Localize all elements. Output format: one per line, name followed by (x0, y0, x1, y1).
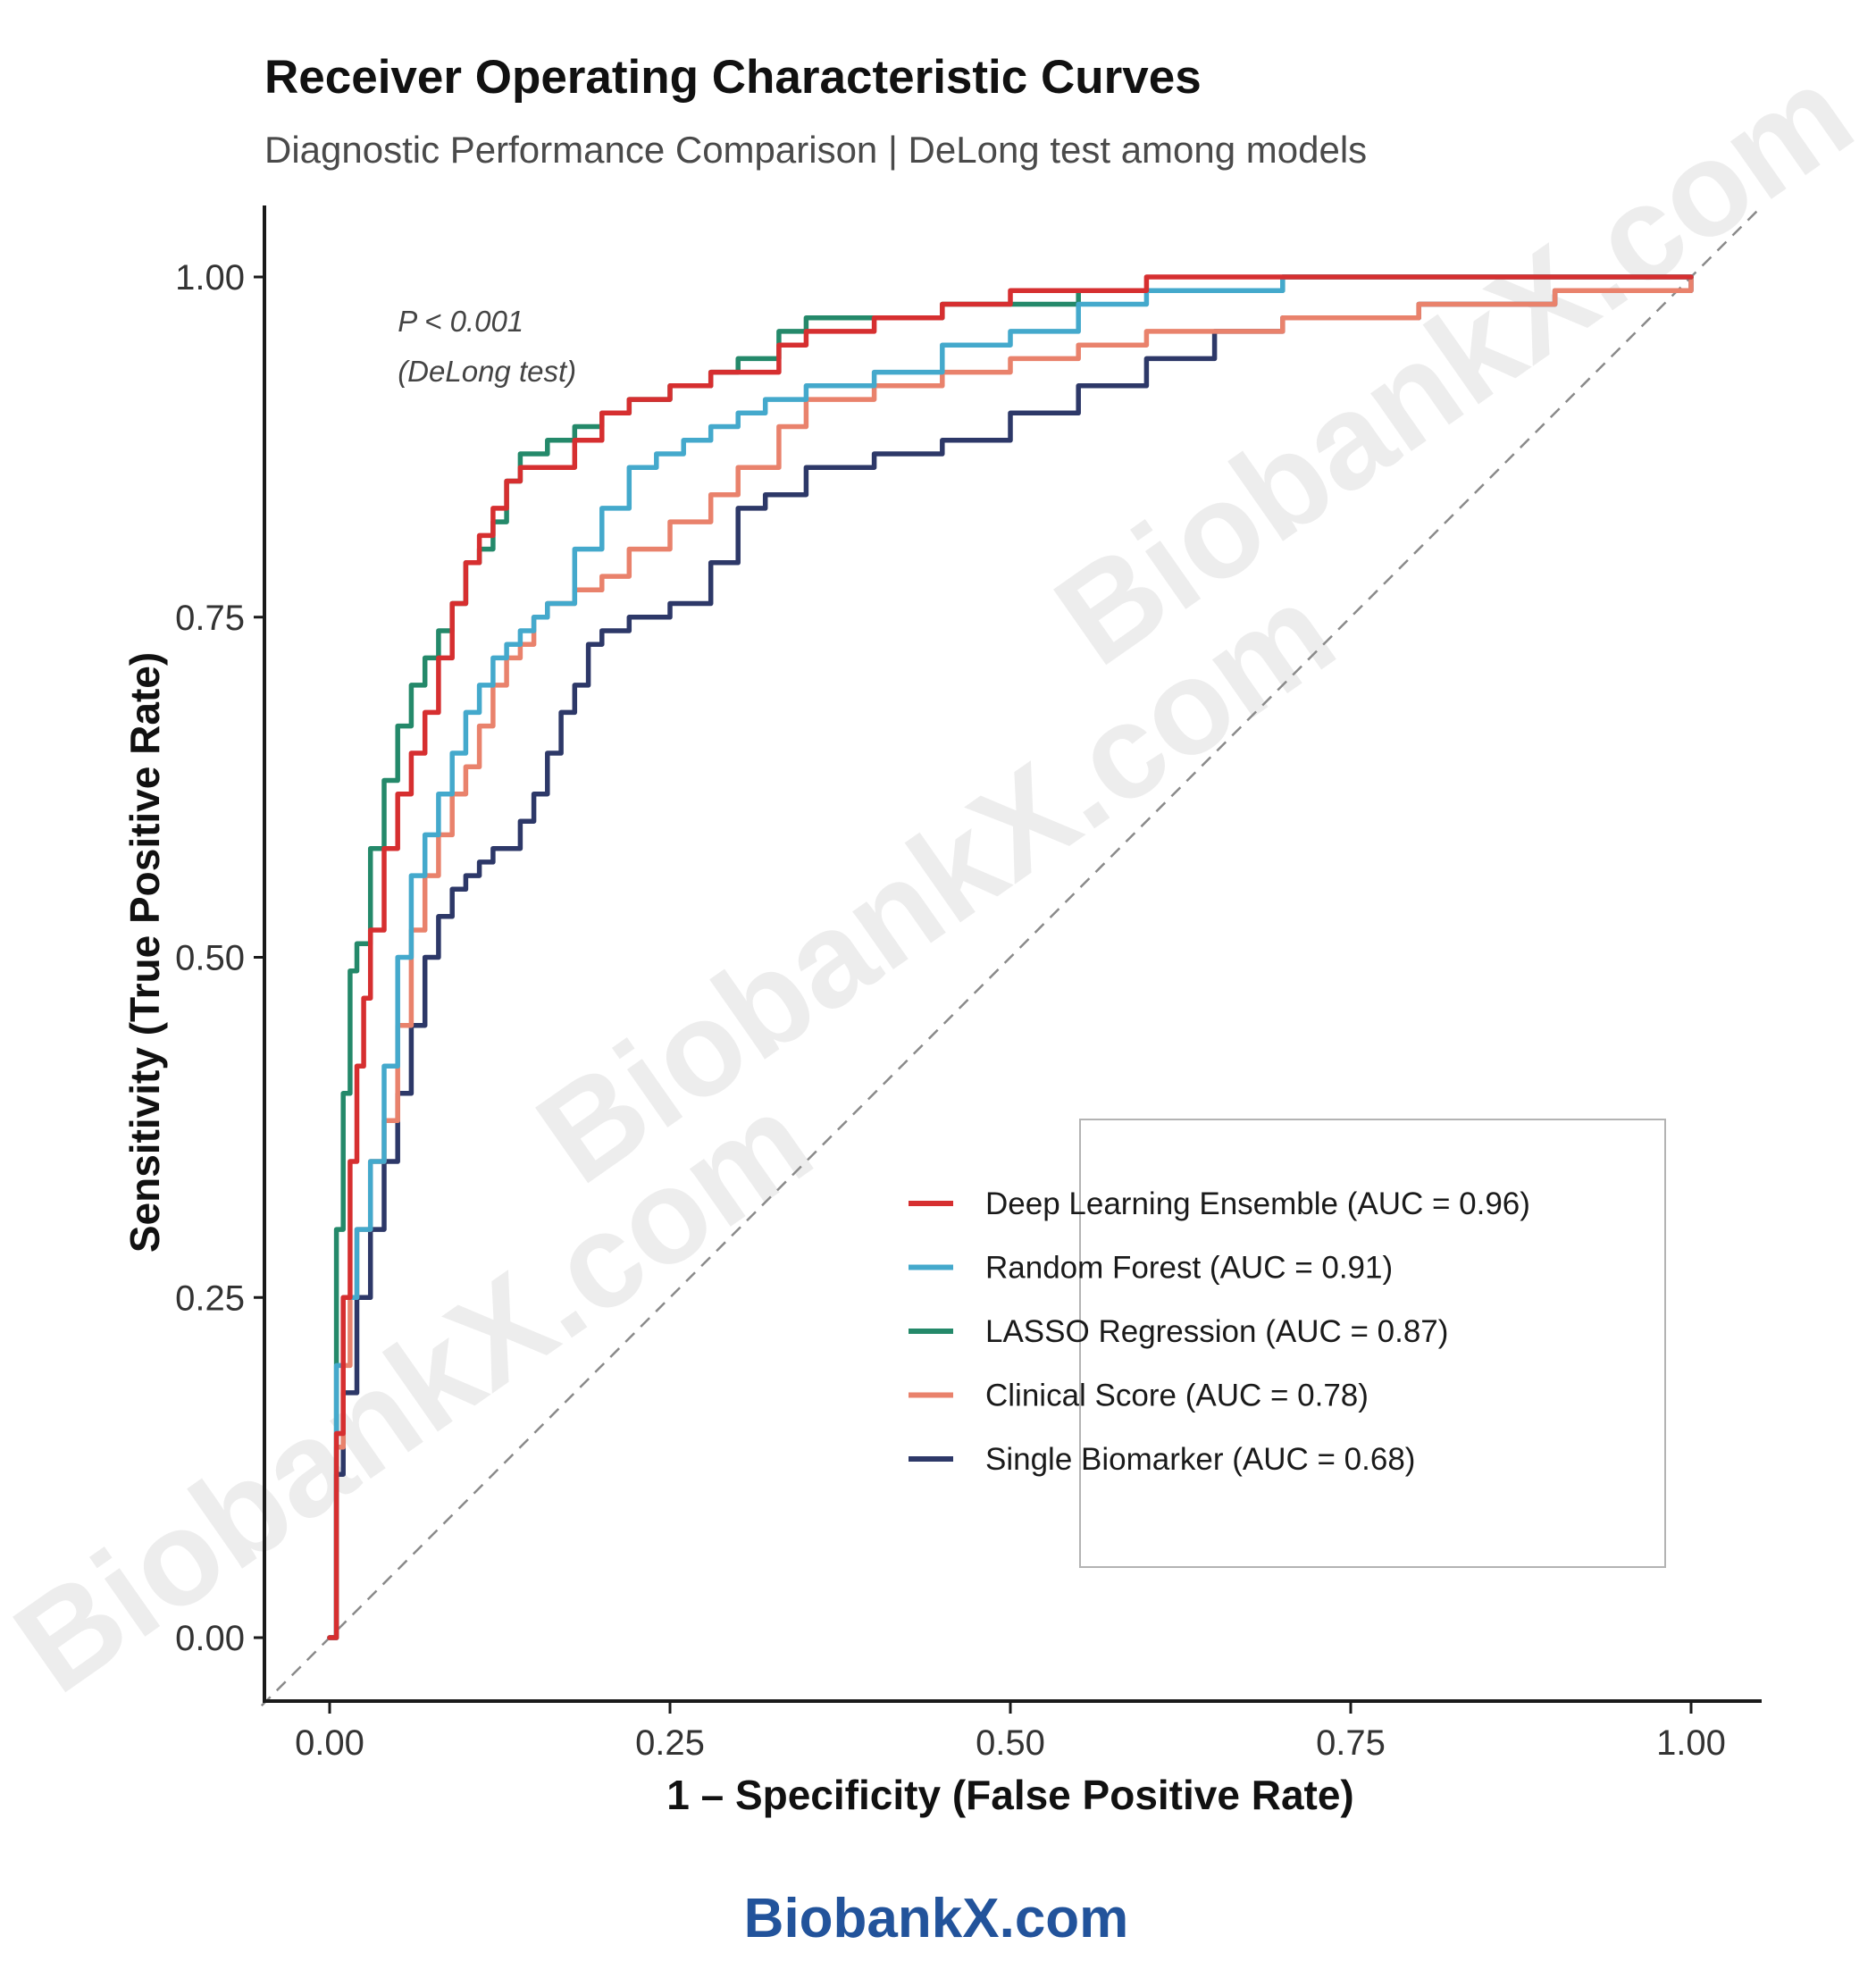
legend-label: Single Biomarker (AUC = 0.68) (985, 1442, 1415, 1477)
legend-label: Clinical Score (AUC = 0.78) (985, 1379, 1369, 1413)
roc-curve-deep-learning (327, 274, 1694, 1640)
x-tick-label: 1.00 (1656, 1723, 1726, 1763)
y-tick-label: 0.00 (175, 1619, 245, 1658)
footer-brand: BiobankX.com (744, 1888, 1129, 1949)
legend-label: Deep Learning Ensemble (AUC = 0.96) (985, 1186, 1530, 1221)
legend-label: LASSO Regression (AUC = 0.87) (985, 1314, 1448, 1349)
p-value-annotation: P < 0.001 (398, 305, 523, 338)
reference-diagonal-line (260, 207, 1761, 1707)
roc-curve-random-forest (327, 274, 1694, 1640)
x-axis-label: 1 – Specificity (False Positive Rate) (666, 1772, 1354, 1818)
y-axis-ticks: 0.00 0.25 0.50 0.75 1.00 (175, 258, 264, 1658)
legend-items: Deep Learning Ensemble (AUC = 0.96) Rando… (909, 1186, 1530, 1477)
delong-test-annotation: (DeLong test) (398, 355, 576, 388)
chart-subtitle: Diagnostic Performance Comparison | DeLo… (264, 129, 1367, 171)
x-axis-ticks: 0.00 0.25 0.50 0.75 1.00 (295, 1703, 1726, 1763)
y-tick-label: 1.00 (175, 258, 245, 298)
legend-box (1079, 1119, 1666, 1568)
chart-title: Receiver Operating Characteristic Curves (264, 51, 1202, 104)
y-tick-label: 0.25 (175, 1278, 245, 1318)
y-tick-label: 0.75 (175, 599, 245, 638)
y-axis-label: Sensitivity (True Positive Rate) (121, 652, 168, 1253)
y-tick-label: 0.50 (175, 939, 245, 978)
legend: Deep Learning Ensemble (AUC = 0.96) Rando… (909, 1119, 1666, 1568)
x-tick-label: 0.75 (1316, 1723, 1386, 1763)
legend-label: Random Forest (AUC = 0.91) (985, 1251, 1393, 1286)
x-tick-label: 0.50 (976, 1723, 1045, 1763)
x-tick-label: 0.00 (295, 1723, 364, 1763)
roc-curves (327, 274, 1694, 1640)
x-tick-label: 0.25 (635, 1723, 705, 1763)
